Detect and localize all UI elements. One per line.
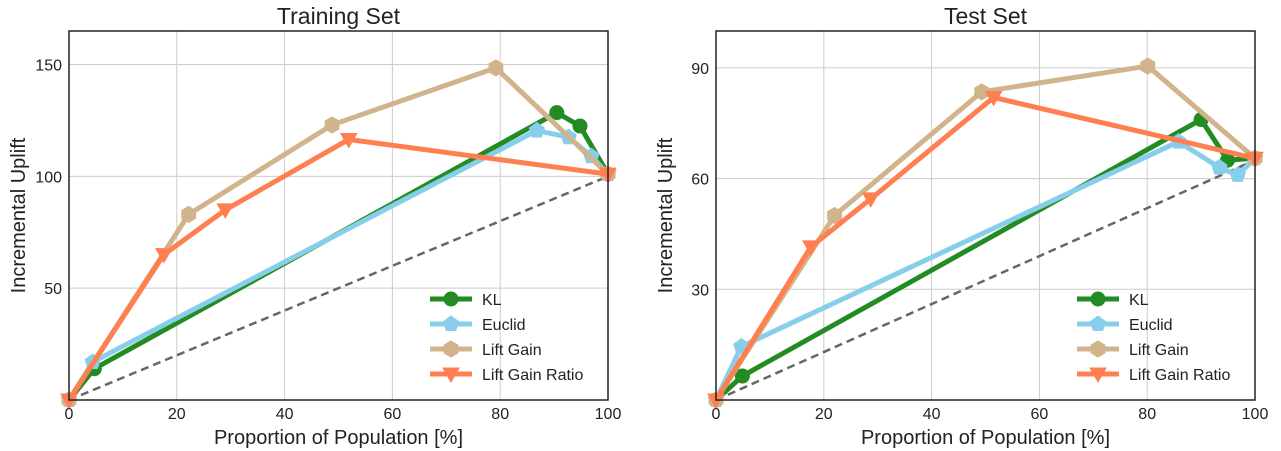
- chart-title: Test Set: [944, 3, 1028, 29]
- x-tick-label: 100: [1242, 406, 1269, 423]
- x-tick-label: 0: [712, 406, 721, 423]
- x-tick-label: 60: [1031, 406, 1049, 423]
- legend-item: KL: [1077, 291, 1149, 309]
- data-point: [827, 206, 843, 225]
- series-kl: [61, 105, 616, 408]
- x-tick-label: 20: [168, 406, 186, 423]
- legend-label: KL: [1129, 292, 1149, 309]
- y-axis-label: Incremental Uplift: [8, 137, 30, 293]
- data-point: [528, 121, 546, 138]
- data-point: [488, 59, 504, 77]
- y-tick-label: 100: [35, 169, 62, 186]
- y-tick-label: 30: [691, 282, 709, 299]
- x-axis-label: Proportion of Population [%]: [861, 427, 1110, 449]
- y-tick-label: 90: [691, 61, 709, 78]
- data-point: [339, 132, 358, 149]
- legend-label: Lift Gain: [1129, 342, 1189, 359]
- y-tick-label: 150: [35, 58, 62, 75]
- random-baseline: [68, 175, 609, 402]
- legend-item: Lift Gain Ratio: [430, 367, 583, 384]
- x-tick-label: 60: [384, 406, 402, 423]
- data-point: [216, 203, 235, 219]
- legend-marker: [1090, 291, 1106, 307]
- legend-item: KL: [430, 291, 502, 309]
- legend-label: Euclid: [1129, 317, 1173, 334]
- series-kl: [708, 112, 1263, 408]
- chart-panel-2: 0 20 40 60 80 100 30 60 90 Test Set Proportion of …: [655, 3, 1268, 449]
- data-point: [861, 192, 880, 208]
- data-point: [155, 248, 173, 264]
- legend-marker: [1090, 340, 1106, 358]
- legend-marker: [442, 315, 460, 331]
- legend: KL Euclid Lift Gain Lift Gain Ratio: [1077, 291, 1230, 384]
- legend-marker: [443, 340, 459, 358]
- series-lift-gain-ratio: [60, 132, 617, 410]
- legend-marker: [1089, 315, 1107, 331]
- x-tick-label: 0: [65, 406, 74, 423]
- plot-frame: [715, 30, 1256, 401]
- legend-label: KL: [482, 292, 502, 309]
- y-tick-label: 60: [691, 172, 709, 189]
- x-tick-label: 40: [276, 406, 294, 423]
- series-line: [66, 136, 609, 402]
- series-lift-gain-ratio: [707, 90, 1264, 410]
- data-point: [734, 368, 750, 384]
- chart-title: Training Set: [277, 3, 401, 29]
- series-line: [66, 128, 610, 402]
- data-point: [572, 118, 588, 134]
- legend-label: Euclid: [482, 317, 526, 334]
- legend-marker: [442, 367, 460, 384]
- x-axis-label: Proportion of Population [%]: [214, 427, 463, 449]
- legend-marker: [1089, 367, 1107, 384]
- x-tick-label: 100: [595, 406, 622, 423]
- plot-frame: [68, 30, 609, 401]
- data-point: [181, 205, 197, 223]
- legend-label: Lift Gain Ratio: [482, 367, 583, 384]
- x-tick-label: 40: [923, 406, 941, 423]
- x-tick-label: 80: [491, 406, 509, 423]
- data-point: [974, 83, 990, 101]
- data-point: [324, 116, 340, 134]
- data-point: [549, 105, 565, 121]
- data-point: [984, 90, 1003, 107]
- legend-item: Euclid: [1077, 315, 1173, 334]
- legend-marker: [443, 291, 459, 307]
- data-point: [802, 240, 820, 256]
- data-point: [1140, 57, 1156, 75]
- legend-item: Lift Gain Ratio: [1077, 367, 1230, 384]
- data-point: [1229, 166, 1246, 182]
- random-baseline: [715, 159, 1256, 402]
- legend-item: Lift Gain: [1077, 340, 1189, 359]
- legend-item: Euclid: [430, 315, 526, 334]
- legend-label: Lift Gain: [482, 342, 542, 359]
- chart-panel-1: 0 20 40 60 80 100 50 100 150 Training Set Proporti…: [8, 3, 621, 449]
- legend: KL Euclid Lift Gain Lift Gain Ratio: [430, 291, 583, 384]
- data-point: [1211, 158, 1228, 175]
- legend-label: Lift Gain Ratio: [1129, 367, 1230, 384]
- legend-item: Lift Gain: [430, 340, 542, 359]
- x-tick-label: 20: [815, 406, 833, 423]
- x-tick-label: 80: [1138, 406, 1156, 423]
- y-axis-label: Incremental Uplift: [655, 137, 677, 293]
- y-tick-label: 50: [44, 281, 62, 298]
